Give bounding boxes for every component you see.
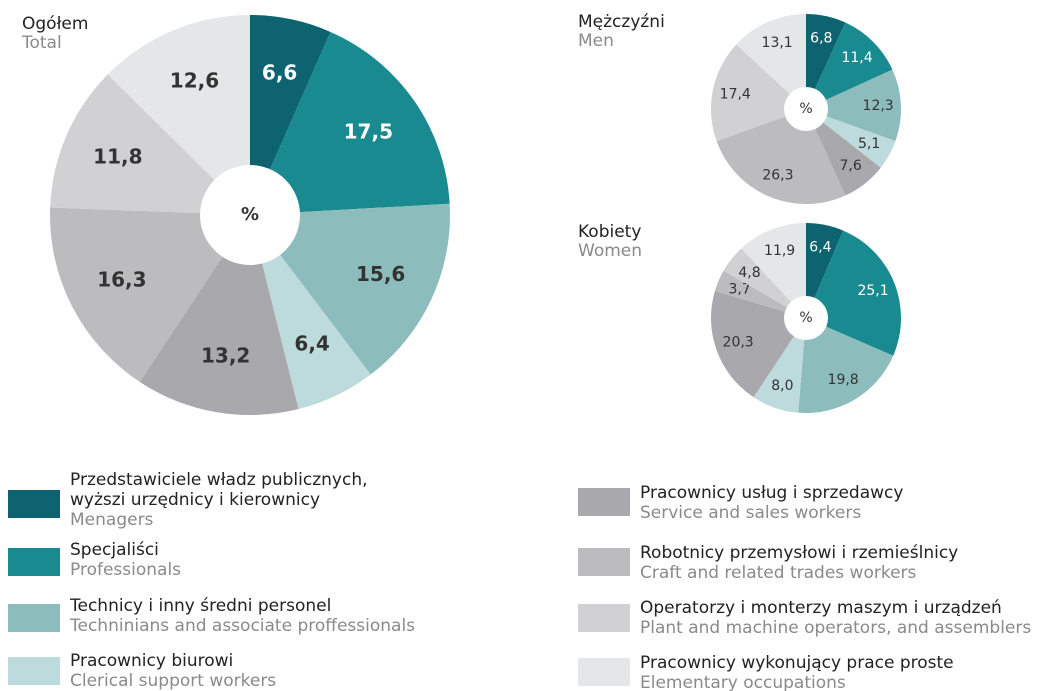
pie-slice (714, 270, 806, 318)
pie-hole (784, 296, 828, 340)
pie-slice (806, 22, 893, 109)
slice-label: 7,6 (839, 158, 861, 174)
pie-slice (250, 215, 371, 410)
legend-swatch (578, 658, 630, 686)
pie-hole (784, 87, 828, 131)
legend-label-en: Elementary occupations (640, 673, 846, 691)
pie-slice (250, 203, 450, 375)
chart-title: Kobiety (578, 222, 641, 242)
slice-label: 16,3 (97, 267, 146, 291)
pie-slice (741, 223, 806, 318)
center-label: % (241, 204, 259, 225)
slice-label: 26,3 (762, 168, 793, 184)
pie-slice (806, 69, 902, 142)
slice-label: 17,5 (344, 119, 393, 143)
slice-label: 25,1 (857, 283, 888, 299)
pie-slice (107, 15, 250, 215)
legend-swatch (8, 490, 60, 518)
legend-label-en: Menagers (70, 510, 154, 530)
slice-label: 13,1 (762, 35, 793, 51)
pie-slice (806, 14, 846, 109)
slice-label: 4,8 (738, 265, 760, 281)
legend-label: Pracownicy wykonujący prace proste (640, 653, 954, 673)
legend-label: Przedstawiciele władz publicznych, (70, 470, 368, 490)
legend-label: Specjaliści (70, 540, 159, 560)
pie-slice (139, 215, 299, 416)
legend-swatch (8, 657, 60, 685)
slice-label: 6,4 (809, 239, 831, 255)
slice-label: 6,6 (262, 61, 297, 85)
slice-label: 11,4 (841, 50, 872, 66)
legend-label-en: Plant and machine operators, and assembl… (640, 618, 1031, 638)
legend-swatch (578, 604, 630, 632)
slice-label: 11,9 (764, 243, 795, 259)
pie-slice (250, 15, 331, 215)
pie-slice (806, 230, 901, 356)
legend-label: Operatorzy i monterzy maszym i urządzeń (640, 598, 1002, 618)
slice-label: 3,7 (729, 282, 751, 298)
pie-slice (50, 74, 250, 216)
slice-label: 5,1 (858, 136, 880, 152)
legend-label-en: Craft and related trades workers (640, 563, 917, 583)
pie-slice (736, 14, 806, 109)
chart-subtitle: Women (578, 241, 642, 261)
slice-label: 12,6 (170, 69, 219, 93)
slice-label: 11,8 (93, 144, 142, 168)
legend-label-en: Techninians and associate proffessionals (69, 616, 415, 636)
chart-subtitle: Men (578, 31, 614, 51)
center-label: % (799, 310, 812, 326)
slice-label: 6,4 (294, 331, 329, 355)
slice-label: 13,2 (201, 343, 250, 367)
pie-slice (798, 318, 894, 413)
legend-swatch (578, 488, 630, 516)
legend-swatch (578, 548, 630, 576)
pie-slice (753, 318, 806, 413)
legend-label: Pracownicy biurowi (70, 651, 233, 671)
pie-slice (806, 109, 896, 168)
slice-label: 8,0 (771, 378, 793, 394)
pie-hole (200, 165, 300, 265)
legend-label-en: Professionals (70, 560, 181, 580)
legend-label: Robotnicy przemysłowi i rzemieślnicy (640, 543, 958, 563)
pie-slice (50, 207, 251, 382)
legend-swatch (8, 604, 60, 632)
slice-label: 6,8 (810, 30, 832, 46)
center-label: % (799, 101, 812, 117)
slice-label: 17,4 (720, 87, 751, 103)
chart-title: Mężczyźni (578, 12, 665, 32)
legend-label-en: Clerical support workers (70, 671, 276, 691)
pie-slice (711, 290, 806, 398)
legend-label: Technicy i inny średni personel (69, 596, 331, 616)
slice-label: 19,8 (828, 372, 859, 388)
legend-swatch (8, 548, 60, 576)
pie-slice (250, 31, 450, 215)
slice-label: 12,3 (863, 98, 894, 114)
pie-slice (711, 44, 806, 142)
legend-label-en: Service and sales workers (640, 503, 861, 523)
pie-slice (806, 109, 881, 196)
legend-label: Pracownicy usług i sprzedawcy (640, 483, 903, 503)
legend-label: wyższi urzędnicy i kierownicy (70, 490, 320, 510)
pie-slice (716, 109, 846, 204)
slice-label: 20,3 (723, 335, 754, 351)
chart-title: Ogółem (22, 14, 88, 34)
pie-slice (806, 223, 844, 318)
chart-subtitle: Total (21, 33, 62, 53)
slice-label: 15,6 (356, 262, 405, 286)
pie-slice (723, 248, 806, 318)
